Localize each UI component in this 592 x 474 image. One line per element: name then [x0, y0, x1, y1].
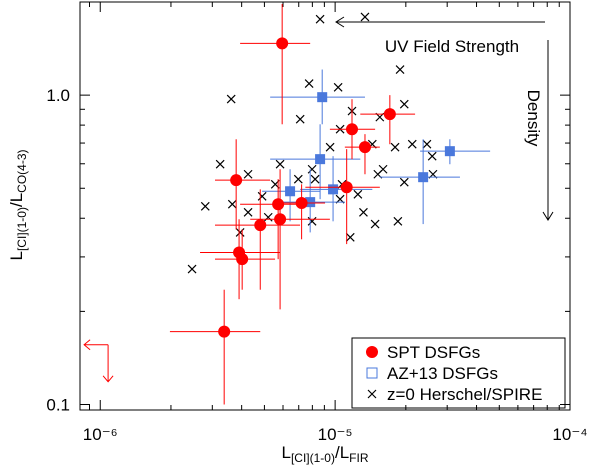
legend-marker	[366, 346, 378, 358]
legend-marker	[367, 389, 377, 399]
point	[305, 197, 316, 208]
annotation: Density	[524, 90, 543, 147]
point	[310, 174, 320, 184]
x-axis-label: L[CI](1-0)/LFIR	[281, 443, 368, 465]
point	[345, 232, 355, 242]
point	[200, 201, 210, 211]
point	[390, 142, 400, 152]
point	[370, 219, 380, 229]
y-axis-label: L[CI](1-0)/LCO(4-3)	[7, 149, 29, 260]
point	[227, 199, 237, 209]
point	[422, 139, 432, 149]
plot-frame	[79, 1, 571, 411]
point	[399, 177, 409, 187]
point	[272, 198, 285, 211]
legend-label: AZ+13 DSFGs	[387, 364, 498, 383]
point	[328, 184, 339, 195]
point	[358, 141, 371, 154]
point	[304, 79, 314, 88]
point	[399, 99, 409, 109]
point	[315, 14, 325, 24]
point	[307, 216, 317, 226]
point	[230, 174, 243, 187]
point	[218, 325, 231, 338]
point	[393, 216, 403, 226]
point	[418, 172, 429, 183]
y-tick-label: 1.0	[46, 86, 70, 105]
point	[346, 123, 359, 136]
uv-arrow	[335, 16, 545, 28]
point	[444, 146, 455, 157]
point	[317, 92, 328, 103]
point	[274, 213, 287, 226]
point	[353, 189, 363, 199]
legend-marker	[366, 367, 378, 379]
point	[243, 169, 253, 179]
x-tick-label: 10⁻⁶	[83, 425, 118, 444]
upper-limit	[83, 339, 114, 383]
point	[333, 82, 343, 92]
point	[359, 207, 368, 217]
point	[340, 181, 353, 194]
annotation: UV Field Strength	[385, 37, 519, 56]
point	[226, 94, 236, 104]
point	[263, 212, 273, 222]
legend-label: z=0 Herschel/SPIRE	[387, 385, 542, 404]
point	[235, 227, 245, 237]
x-tick-label: 10⁻⁴	[552, 425, 587, 444]
point	[325, 142, 335, 152]
point	[276, 37, 289, 50]
point	[295, 197, 308, 210]
point	[427, 151, 437, 161]
point	[275, 159, 285, 169]
point	[360, 12, 370, 22]
point	[293, 174, 303, 184]
point	[315, 154, 326, 165]
point	[215, 159, 225, 169]
point	[236, 253, 249, 266]
point	[254, 219, 267, 232]
point	[257, 191, 267, 201]
point	[307, 164, 317, 174]
y-tick-label: 0.1	[46, 396, 70, 415]
x-tick-label: 10⁻⁵	[318, 425, 353, 444]
point	[383, 108, 396, 121]
point	[285, 186, 296, 197]
point	[243, 207, 253, 217]
point	[407, 139, 417, 149]
density-arrow	[542, 40, 554, 221]
legend-label: SPT DSFGs	[387, 343, 480, 362]
point	[395, 65, 405, 74]
point	[187, 264, 197, 274]
legend-box	[351, 337, 566, 409]
point	[378, 164, 388, 174]
point	[295, 114, 305, 124]
